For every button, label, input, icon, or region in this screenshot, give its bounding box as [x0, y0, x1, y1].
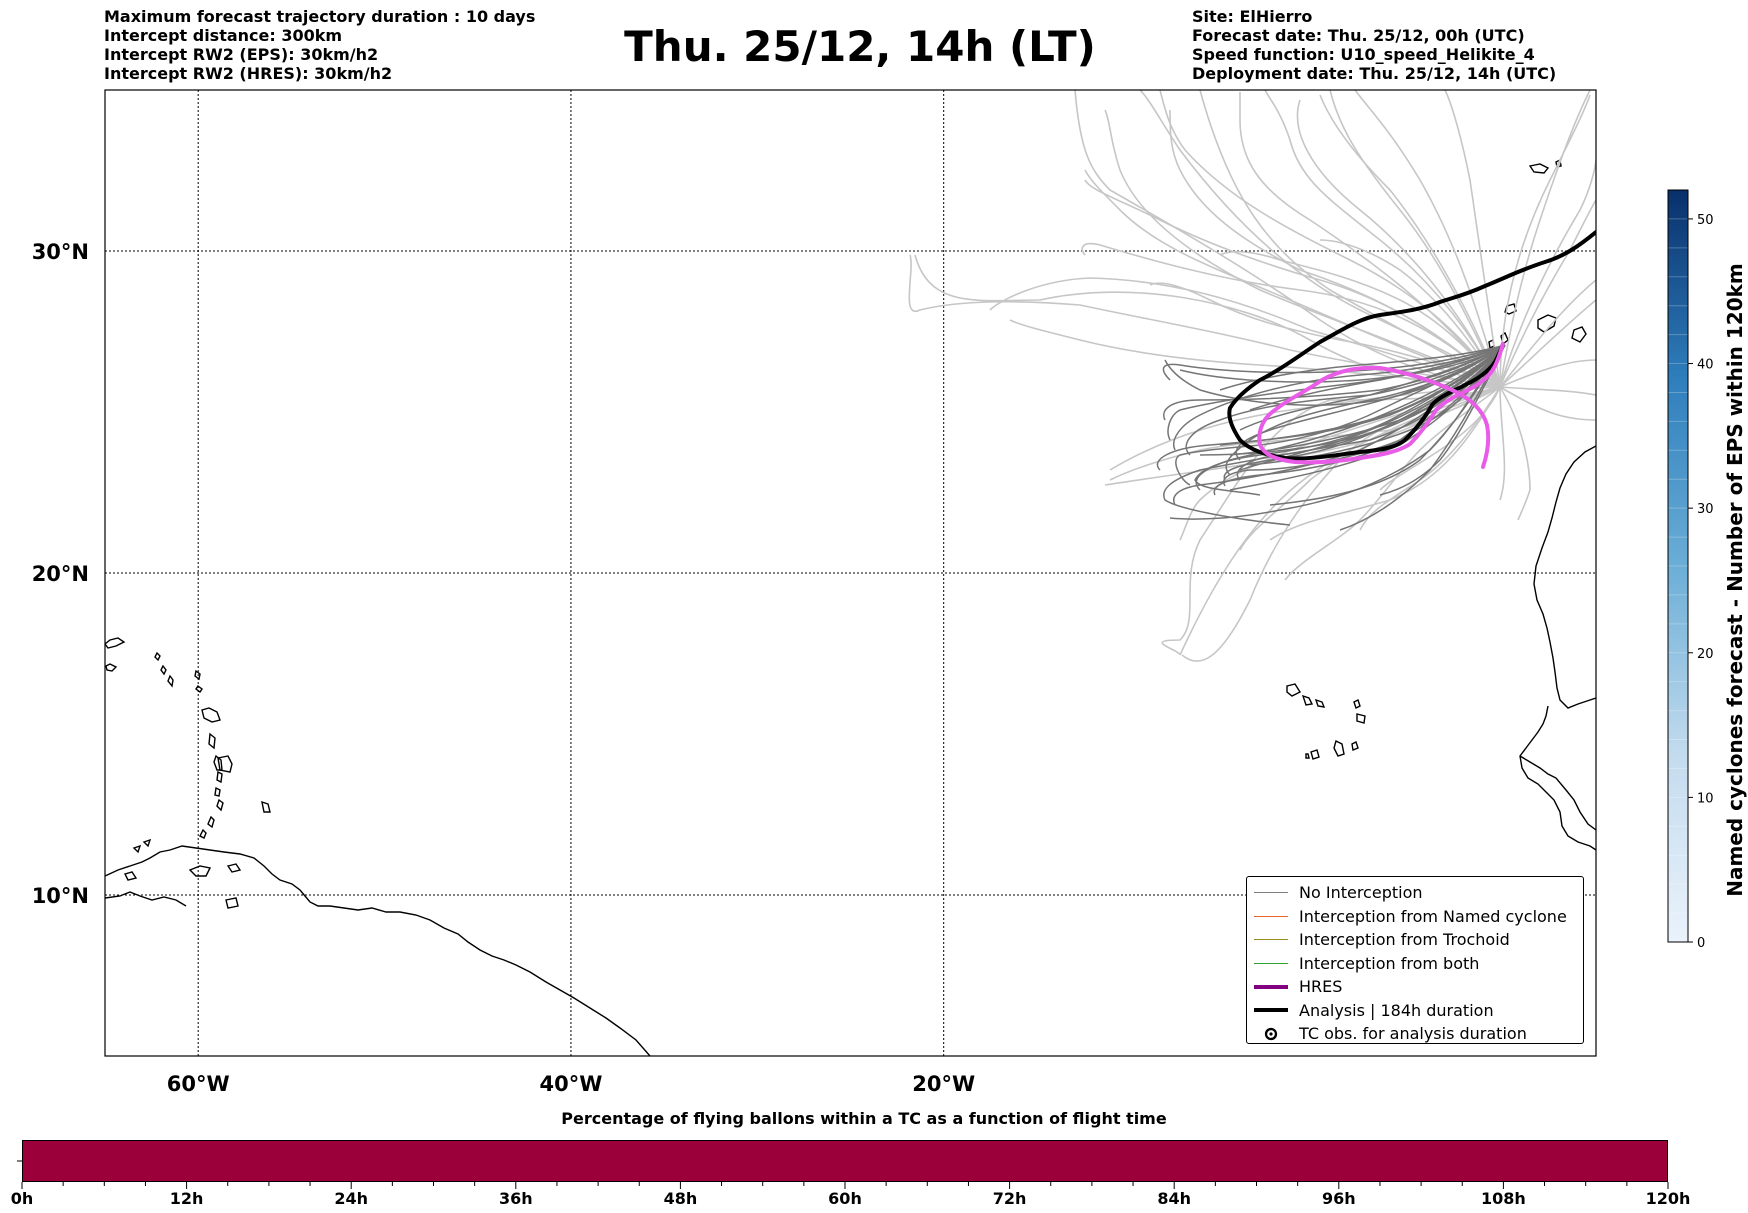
gridlines [105, 90, 1596, 1056]
analysis-trajectory [1227, 230, 1596, 461]
timeline-tick-label: 36h [498, 1189, 533, 1208]
lon-tick-label: 60°W [167, 1072, 230, 1096]
lat-tick-label: 10°N [32, 884, 89, 908]
coastline-south-america [105, 845, 651, 1056]
legend-item-analysis: Analysis | 184h duration [1253, 999, 1583, 1023]
timeline-tick-label: 12h [169, 1189, 204, 1208]
legend-swatch [1254, 984, 1288, 989]
timeline-tick-label: 108h [1480, 1189, 1526, 1208]
timeline-tick-label: 0h [10, 1189, 34, 1208]
eps-trajectories-light [908, 90, 1596, 662]
timeline-ticks [17, 1160, 1669, 1189]
intercept-distance-text: Intercept distance: 300km [104, 26, 343, 45]
timeline-tick-label: 120h [1645, 1189, 1691, 1208]
timeline-tick-label: 84h [1157, 1189, 1192, 1208]
legend-label: Analysis | 184h duration [1299, 1000, 1494, 1020]
legend-label: Interception from Trochoid [1299, 930, 1510, 950]
coastline-africa-senegal [1519, 705, 1596, 851]
colorbar-tick-label: 40 [1697, 358, 1714, 373]
legend-swatch [1254, 892, 1288, 894]
speed-function-text: Speed function: U10_speed_Helikite_4 [1192, 45, 1535, 64]
colorbar-tick-label: 0 [1697, 936, 1705, 951]
map-legend: No Interception Interception from Named … [1246, 876, 1584, 1044]
legend-item-named-cyclone: Interception from Named cyclone [1253, 905, 1583, 929]
legend-item-both: Interception from both [1253, 952, 1583, 976]
colorbar-levels [1668, 218, 1688, 914]
legend-label: Interception from Named cyclone [1299, 906, 1567, 926]
timeline-tick-label: 72h [992, 1189, 1027, 1208]
legend-item-trochoid: Interception from Trochoid [1253, 928, 1583, 952]
lat-tick-label: 20°N [32, 562, 89, 586]
colorbar-gradient [1668, 190, 1688, 942]
latitude-labels: 30°N 20°N 10°N [32, 240, 89, 908]
longitude-labels: 60°W 40°W 20°W [167, 1072, 975, 1096]
legend-label: TC obs. for analysis duration [1299, 1024, 1527, 1044]
legend-swatch [1254, 939, 1288, 941]
coastlines [105, 158, 1596, 1056]
header-right-info: Site: ElHierro Forecast date: Thu. 25/12… [1192, 7, 1556, 83]
hres-trajectory [1257, 342, 1505, 469]
coastline-africa [1533, 445, 1596, 709]
intercept-eps-text: Intercept RW2 (EPS): 30km/h2 [104, 45, 379, 64]
timeline-tick-label: 60h [828, 1189, 862, 1208]
coastline-venezuela-north [105, 891, 187, 907]
timeline-title: Percentage of flying ballons within a TC… [561, 1109, 1167, 1128]
coastline-lesser-antilles [105, 637, 271, 909]
lon-tick-label: 40°W [539, 1072, 602, 1096]
timeline-tick-label: 96h [1321, 1189, 1356, 1208]
legend-label: Interception from both [1299, 953, 1480, 973]
legend-item-tc-obs: TC obs. for analysis duration [1253, 1022, 1583, 1046]
colorbar-label: Named cyclones forecast - Number of EPS … [1723, 263, 1747, 897]
tc-symbol-icon [1264, 1027, 1278, 1040]
lat-tick-label: 30°N [32, 240, 89, 264]
legend-item-hres: HRES [1253, 975, 1583, 999]
colorbar-frame [1667, 189, 1689, 943]
lon-tick-label: 20°W [912, 1072, 975, 1096]
legend-swatch [1254, 962, 1288, 964]
site-text: Site: ElHierro [1192, 7, 1313, 26]
coastline-cape-verde [1286, 683, 1366, 760]
legend-swatch [1254, 915, 1288, 917]
max-duration-text: Maximum forecast trajectory duration : 1… [104, 7, 536, 26]
colorbar-tick-label: 30 [1697, 502, 1714, 517]
colorbar-ticks: 0 10 20 30 40 50 [1688, 213, 1714, 951]
legend-label: HRES [1299, 977, 1343, 997]
forecast-date-text: Forecast date: Thu. 25/12, 00h (UTC) [1192, 26, 1525, 45]
legend-item-no-interception: No Interception [1253, 881, 1583, 905]
coastline-africa-guinea [1519, 755, 1596, 831]
timeline-tick-label: 48h [663, 1189, 698, 1208]
page-title: Thu. 25/12, 14h (LT) [624, 22, 1096, 71]
coastline-trinidad [188, 865, 212, 877]
colorbar-tick-label: 10 [1697, 791, 1714, 806]
timeline-bar [22, 1140, 1668, 1182]
map-frame [104, 89, 1597, 1057]
colorbar-tick-label: 20 [1697, 647, 1714, 662]
map-area[interactable] [104, 89, 1597, 1057]
colorbar: 0 10 20 30 40 50 [1667, 189, 1714, 951]
timeline-tick-label: 24h [334, 1189, 369, 1208]
deployment-date-text: Deployment date: Thu. 25/12, 14h (UTC) [1192, 64, 1557, 83]
legend-swatch [1254, 1008, 1288, 1013]
legend-label: No Interception [1299, 883, 1423, 903]
colorbar-tick-label: 50 [1697, 213, 1714, 228]
intercept-hres-text: Intercept RW2 (HRES): 30km/h2 [104, 64, 393, 83]
header-left-info: Maximum forecast trajectory duration : 1… [104, 7, 535, 83]
